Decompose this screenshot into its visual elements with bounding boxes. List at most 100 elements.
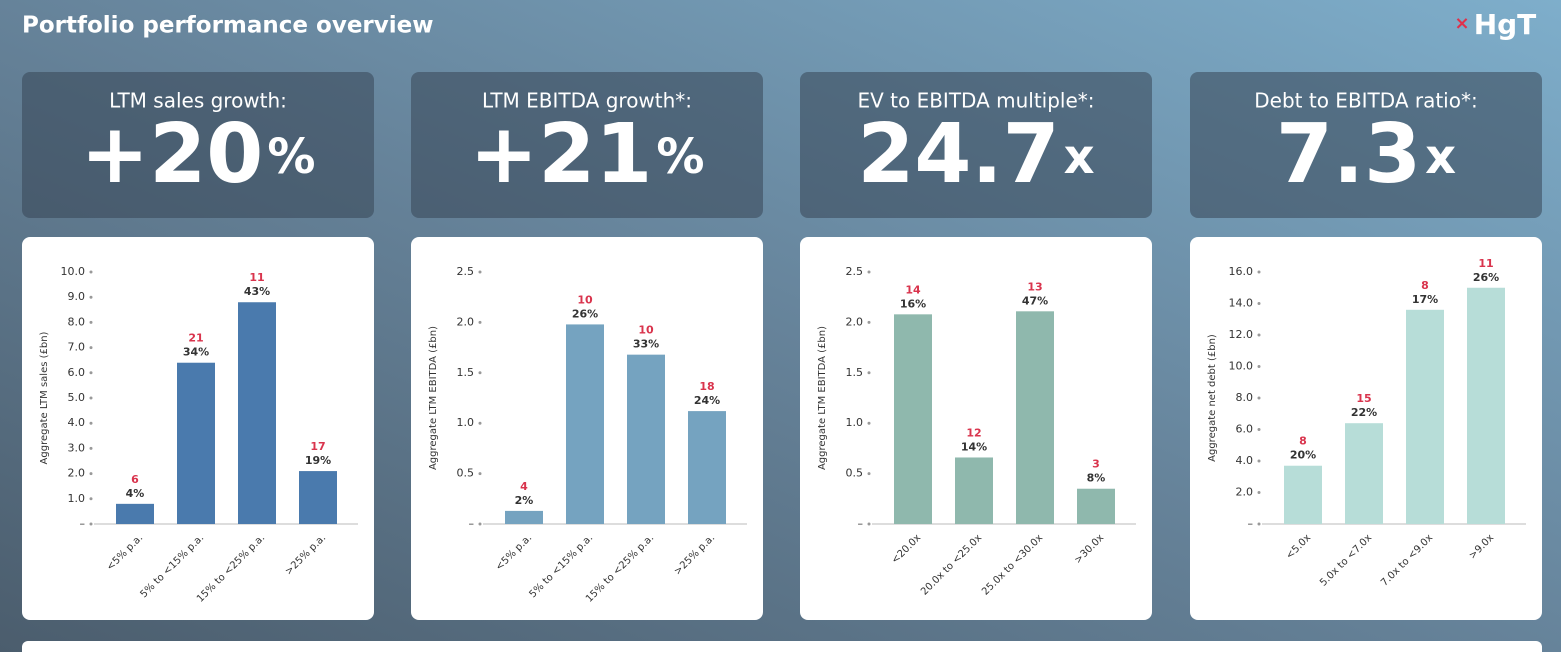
y-tick-label: – bbox=[469, 517, 475, 530]
bar bbox=[238, 302, 276, 524]
kpi-value: 24.7x bbox=[857, 107, 1094, 202]
y-tick-label: 8.0 bbox=[68, 315, 86, 328]
y-tick-label: 2.0 bbox=[68, 467, 86, 480]
bar bbox=[1284, 465, 1322, 524]
y-tick bbox=[89, 346, 93, 350]
y-tick bbox=[89, 446, 93, 450]
count-label: 13 bbox=[1027, 280, 1042, 293]
count-label: 12 bbox=[966, 426, 981, 439]
y-tick-label: 12.0 bbox=[1229, 328, 1254, 341]
y-tick bbox=[1257, 522, 1261, 526]
y-tick bbox=[1257, 428, 1261, 431]
y-axis-label: Aggregate net debt (£bn) bbox=[1207, 334, 1218, 462]
share-label: 17% bbox=[1412, 293, 1438, 306]
y-tick-label: 2.0 bbox=[846, 315, 864, 328]
y-tick-label: 2.5 bbox=[846, 265, 864, 278]
y-axis-label: Aggregate LTM EBITDA (£bn) bbox=[428, 326, 439, 470]
count-label: 3 bbox=[1092, 458, 1100, 471]
count-label: 8 bbox=[1421, 279, 1429, 292]
y-tick-label: – bbox=[1248, 517, 1254, 530]
bar bbox=[177, 362, 215, 524]
kpi-number: 7.3 bbox=[1276, 107, 1421, 202]
kpi-label: EV to EBITDA multiple*: bbox=[857, 89, 1094, 113]
y-tick bbox=[89, 472, 93, 476]
kpi-unit: % bbox=[656, 129, 704, 185]
y-tick bbox=[1257, 396, 1261, 400]
y-tick bbox=[89, 522, 93, 526]
y-tick bbox=[89, 497, 93, 501]
y-tick bbox=[867, 270, 871, 274]
y-tick bbox=[867, 472, 871, 476]
y-tick bbox=[478, 522, 482, 526]
kpi-card bbox=[1190, 72, 1542, 218]
y-tick-label: 7.0 bbox=[68, 341, 86, 354]
logo-mark: × bbox=[1454, 13, 1469, 34]
y-tick-label: 1.0 bbox=[846, 416, 864, 429]
y-tick-label: 8.0 bbox=[1236, 391, 1254, 404]
y-tick-label: 2.0 bbox=[457, 315, 475, 328]
share-label: 47% bbox=[1022, 294, 1048, 307]
count-label: 14 bbox=[905, 283, 921, 296]
y-tick-label: 4.0 bbox=[1236, 454, 1254, 467]
y-tick bbox=[89, 421, 93, 425]
share-label: 34% bbox=[183, 346, 209, 359]
bar bbox=[505, 510, 543, 524]
bar bbox=[1406, 309, 1444, 524]
kpi-number: +20 bbox=[81, 107, 264, 202]
y-tick-label: 16.0 bbox=[1229, 265, 1254, 278]
logo: HgT bbox=[1474, 8, 1537, 41]
bar bbox=[299, 471, 337, 524]
y-tick bbox=[1257, 270, 1261, 274]
count-label: 8 bbox=[1299, 435, 1307, 448]
count-label: 21 bbox=[188, 332, 203, 345]
kpi-unit: x bbox=[1425, 129, 1456, 185]
y-tick bbox=[1257, 302, 1261, 305]
kpi-label: LTM EBITDA growth*: bbox=[482, 89, 692, 113]
y-tick-label: 1.0 bbox=[68, 492, 86, 505]
share-label: 2% bbox=[515, 494, 534, 507]
y-tick-label: 5.0 bbox=[68, 391, 86, 404]
y-tick-label: 4.0 bbox=[68, 416, 86, 429]
y-tick bbox=[1257, 365, 1261, 368]
y-tick-label: 2.5 bbox=[457, 265, 475, 278]
y-tick bbox=[867, 371, 871, 375]
y-tick-label: 10.0 bbox=[61, 265, 86, 278]
y-tick bbox=[89, 320, 93, 324]
bar bbox=[955, 457, 993, 524]
y-tick bbox=[478, 472, 482, 476]
count-label: 11 bbox=[1478, 257, 1493, 270]
kpi-card bbox=[800, 72, 1152, 218]
count-label: 10 bbox=[638, 324, 654, 337]
bar bbox=[116, 503, 154, 524]
y-axis-label: Aggregate LTM EBITDA (£bn) bbox=[817, 326, 828, 470]
bar bbox=[566, 324, 604, 524]
y-tick-label: 1.5 bbox=[457, 366, 475, 379]
bar bbox=[1345, 423, 1383, 524]
y-tick-label: 1.5 bbox=[846, 366, 864, 379]
kpi-value: +20% bbox=[81, 107, 316, 202]
y-tick bbox=[89, 371, 93, 375]
kpi-unit: x bbox=[1064, 129, 1095, 185]
y-tick-label: 14.0 bbox=[1229, 297, 1254, 310]
bar bbox=[1077, 488, 1115, 524]
y-tick-label: 6.0 bbox=[1236, 423, 1254, 436]
kpi-number: 24.7 bbox=[857, 107, 1059, 202]
kpi-card bbox=[22, 72, 374, 218]
share-label: 16% bbox=[900, 297, 926, 310]
y-tick-label: 1.0 bbox=[457, 416, 475, 429]
y-tick bbox=[867, 320, 871, 324]
bottom-panel bbox=[22, 641, 1542, 656]
kpi-label: Debt to EBITDA ratio*: bbox=[1254, 89, 1477, 113]
y-tick bbox=[478, 371, 482, 375]
y-tick bbox=[89, 396, 93, 400]
count-label: 18 bbox=[699, 380, 714, 393]
bar bbox=[688, 411, 726, 524]
y-tick-label: 9.0 bbox=[68, 290, 86, 303]
share-label: 14% bbox=[961, 440, 987, 453]
y-tick bbox=[867, 522, 871, 526]
kpi-card bbox=[411, 72, 763, 218]
count-label: 4 bbox=[520, 480, 528, 493]
count-label: 11 bbox=[249, 271, 264, 284]
bar bbox=[894, 314, 932, 524]
